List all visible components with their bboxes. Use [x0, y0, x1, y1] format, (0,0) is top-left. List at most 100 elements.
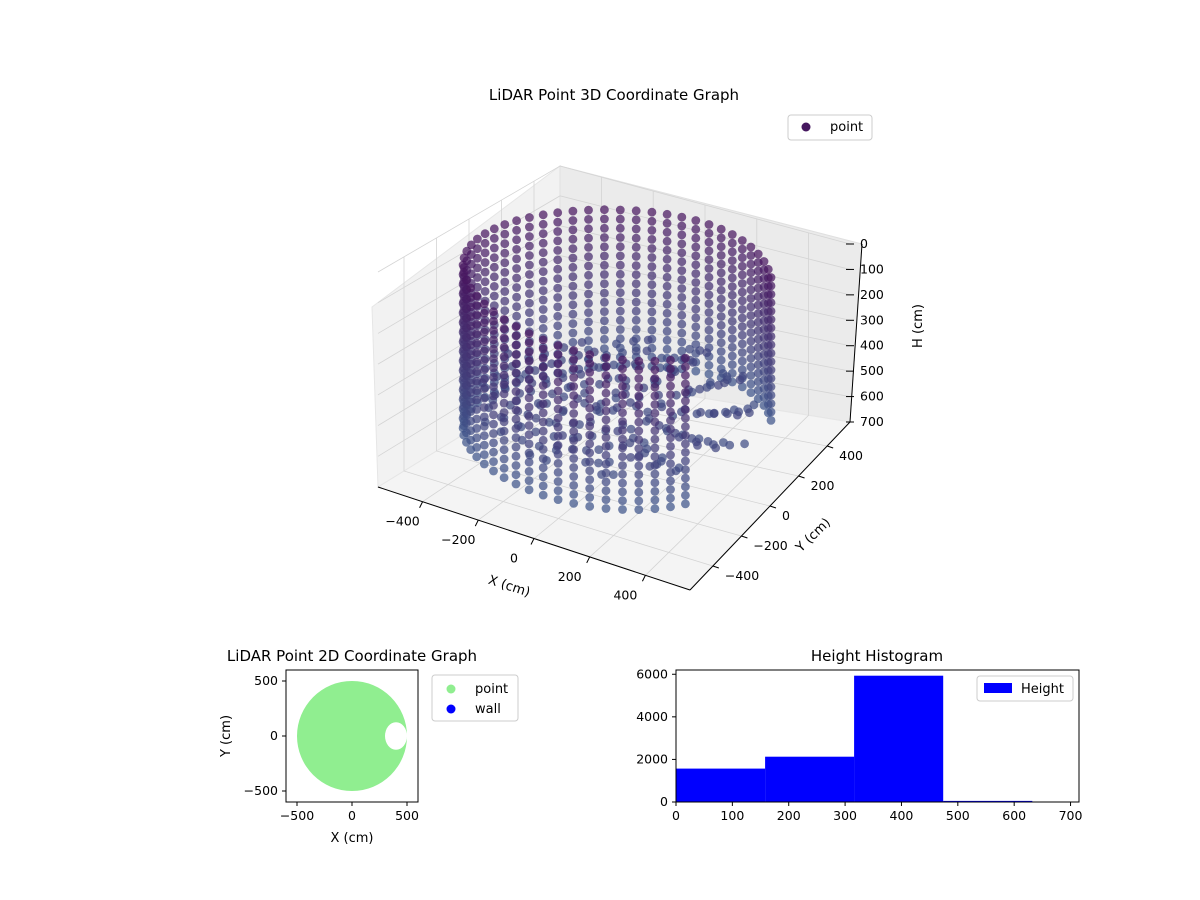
chart-3d-point — [716, 329, 726, 339]
chart-3d-z-tick-label: 300 — [860, 312, 884, 327]
chart-3d-point — [584, 326, 593, 336]
chart-3d-point — [766, 340, 776, 350]
chart-3d-point — [538, 362, 548, 372]
chart-3d-point — [585, 448, 595, 458]
chart-3d-x-tick — [530, 538, 535, 545]
chart-3d-point — [553, 311, 563, 321]
chart-3d-point — [666, 502, 675, 512]
chart-3d-point — [727, 230, 737, 239]
chart-3d-point — [472, 376, 482, 386]
chart-3d-point — [499, 436, 509, 445]
chart-3d-point — [691, 260, 701, 270]
chart-2d-x-tick-label: −500 — [280, 808, 314, 823]
chart-3d-point — [553, 350, 563, 359]
chart-3d-point — [479, 346, 489, 356]
chart-3d-z-tick-label: 200 — [860, 287, 884, 302]
chart-3d-point — [601, 477, 611, 487]
histogram-x-tick-label: 400 — [890, 808, 914, 823]
chart-3d-y-ticks: −400 −200 0 200 400 — [712, 445, 863, 583]
chart-3d-point — [704, 334, 714, 344]
chart-3d-point — [553, 404, 563, 414]
chart-3d-point — [681, 499, 690, 509]
chart-3d-point — [553, 477, 563, 486]
chart-3d-point — [685, 344, 694, 354]
chart-3d-point — [615, 260, 625, 270]
chart-3d-point — [511, 331, 521, 341]
chart-3d-point — [472, 291, 482, 301]
chart-3d-point — [568, 206, 578, 216]
chart-3d-point — [746, 285, 756, 295]
chart-3d-point — [681, 396, 690, 406]
chart-3d-point — [666, 485, 675, 494]
chart-3d-point — [746, 242, 756, 252]
chart-3d-point — [615, 325, 625, 334]
chart-3d-point — [727, 334, 737, 343]
chart-3d-point — [746, 311, 756, 320]
chart-3d-point — [472, 405, 482, 414]
chart-3d-point — [569, 346, 579, 355]
histogram-legend-label: Height — [1021, 682, 1064, 697]
chart-3d-point — [538, 445, 548, 454]
chart-3d-point — [691, 287, 701, 296]
chart-3d-point — [489, 401, 498, 410]
chart-3d-point — [634, 487, 644, 497]
chart-histogram: Height Histogram 0 100 200 300 400 500 600 7000… — [636, 647, 1082, 823]
chart-3d-point — [538, 481, 548, 491]
chart-3d-point — [600, 288, 609, 298]
chart-3d-point — [538, 463, 548, 473]
chart-2d: LiDAR Point 2D Coordinate Graph −500 0 500… — [219, 647, 519, 846]
chart-3d-point — [647, 207, 657, 217]
chart-3d-point — [766, 416, 776, 425]
chart-3d-point — [631, 270, 641, 280]
chart-3d-point — [681, 482, 690, 492]
chart-3d-z-ticks: 0 100 200 300 400 500 600 700 — [846, 236, 884, 429]
histogram-y-tick-label: 4000 — [636, 709, 668, 724]
chart-3d-point — [727, 299, 737, 309]
chart-3d-point — [666, 355, 675, 365]
chart-3d-point — [615, 242, 625, 252]
chart-3d-point — [766, 357, 776, 366]
chart-3d-point — [479, 365, 489, 375]
chart-3d-x-axis-title: X (cm) — [486, 573, 532, 601]
chart-3d-point — [553, 330, 563, 340]
chart-3d-point — [681, 465, 690, 474]
chart-3d-z-axis-title: H (cm) — [911, 304, 926, 348]
chart-3d-point — [601, 450, 611, 460]
chart-3d-point — [681, 439, 690, 449]
chart-3d-point — [650, 460, 660, 470]
chart-3d-point — [553, 255, 563, 265]
chart-3d-point — [569, 454, 579, 463]
chart-3d-point — [727, 308, 737, 317]
chart-3d-point — [704, 228, 714, 238]
chart-3d-point — [631, 242, 641, 252]
chart-3d-point — [634, 391, 644, 401]
chart-3d-point — [499, 361, 509, 371]
chart-3d-point — [746, 268, 756, 278]
chart-3d-point — [631, 261, 641, 270]
chart-3d-point — [666, 373, 675, 382]
histogram-x-tick-label: 200 — [777, 808, 801, 823]
chart-3d-point — [600, 251, 609, 261]
chart-3d-point — [601, 388, 611, 398]
chart-3d-point — [766, 315, 776, 324]
chart-3d-point — [568, 225, 578, 235]
chart-3d-point — [473, 234, 482, 244]
chart-3d-point — [524, 467, 534, 476]
chart-3d-point — [466, 283, 476, 293]
chart-3d-point — [727, 264, 737, 274]
chart-3d-point — [524, 430, 534, 440]
chart-3d-point — [479, 431, 489, 441]
chart-3d-point — [511, 340, 521, 350]
chart-3d-point — [723, 409, 732, 418]
chart-3d-point — [472, 310, 482, 320]
chart-3d-point — [538, 490, 548, 500]
chart-3d-point — [500, 296, 510, 306]
chart-3d-point — [569, 373, 579, 382]
chart-3d-point — [459, 253, 469, 263]
chart-3d-point — [618, 364, 627, 374]
chart-3d-point — [662, 236, 672, 246]
chart-3d-point — [666, 467, 675, 477]
chart-3d-point — [666, 442, 675, 451]
chart-3d-y-tick — [826, 445, 834, 449]
chart-3d-point — [666, 416, 675, 425]
